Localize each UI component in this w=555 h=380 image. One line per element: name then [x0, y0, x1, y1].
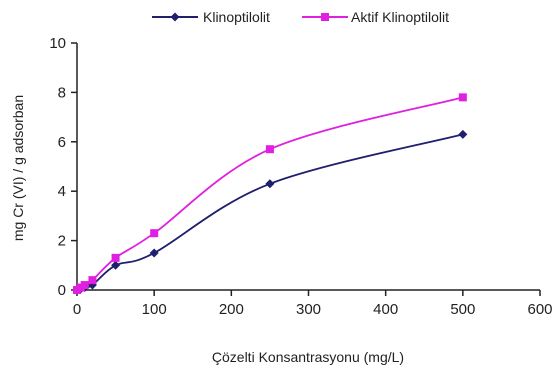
series-line-klinoptilolit — [76, 133, 464, 291]
x-tick-label: 0 — [73, 301, 81, 318]
x-tick-label: 600 — [527, 301, 552, 318]
data-point-klinoptilolit — [111, 260, 121, 270]
y-tick-label: 0 — [58, 282, 66, 299]
data-point-klinoptilolit — [149, 248, 159, 258]
y-tick-label: 10 — [49, 35, 66, 52]
x-tick-label: 300 — [296, 301, 321, 318]
legend-marker-aktif-klinoptilolit — [321, 13, 329, 21]
x-axis-title: Çözelti Konsantrasyonu (mg/L) — [212, 349, 404, 365]
data-point-klinoptilolit — [458, 129, 468, 139]
legend-label-klinoptilolit: Klinoptilolit — [203, 9, 270, 25]
data-point-aktif-klinoptilolit — [458, 93, 467, 102]
data-point-aktif-klinoptilolit — [265, 145, 274, 154]
x-tick-label: 400 — [373, 301, 398, 318]
y-tick-label: 4 — [58, 183, 66, 200]
legend-label-aktif-klinoptilolit: Aktif Klinoptilolit — [351, 9, 449, 25]
series-layer — [72, 93, 468, 295]
y-ticks: 0 2 4 6 8 10 — [49, 35, 77, 299]
data-point-aktif-klinoptilolit — [111, 253, 120, 262]
y-tick-label: 8 — [58, 84, 66, 101]
y-tick-label: 2 — [58, 233, 66, 250]
x-tick-label: 100 — [142, 301, 167, 318]
data-point-aktif-klinoptilolit — [88, 276, 97, 285]
y-tick-label: 6 — [58, 134, 66, 151]
data-point-aktif-klinoptilolit — [80, 281, 89, 290]
data-point-aktif-klinoptilolit — [150, 229, 159, 238]
data-point-klinoptilolit — [265, 179, 275, 189]
x-ticks: 0 100 200 300 400 500 600 — [73, 290, 553, 318]
legend-marker-klinoptilolit — [170, 12, 180, 22]
x-tick-label: 200 — [219, 301, 244, 318]
legend: Klinoptilolit Aktif Klinoptilolit — [152, 9, 449, 25]
y-axis-title: mg Cr (VI) / g adsorban — [10, 95, 26, 241]
x-tick-label: 500 — [450, 301, 475, 318]
